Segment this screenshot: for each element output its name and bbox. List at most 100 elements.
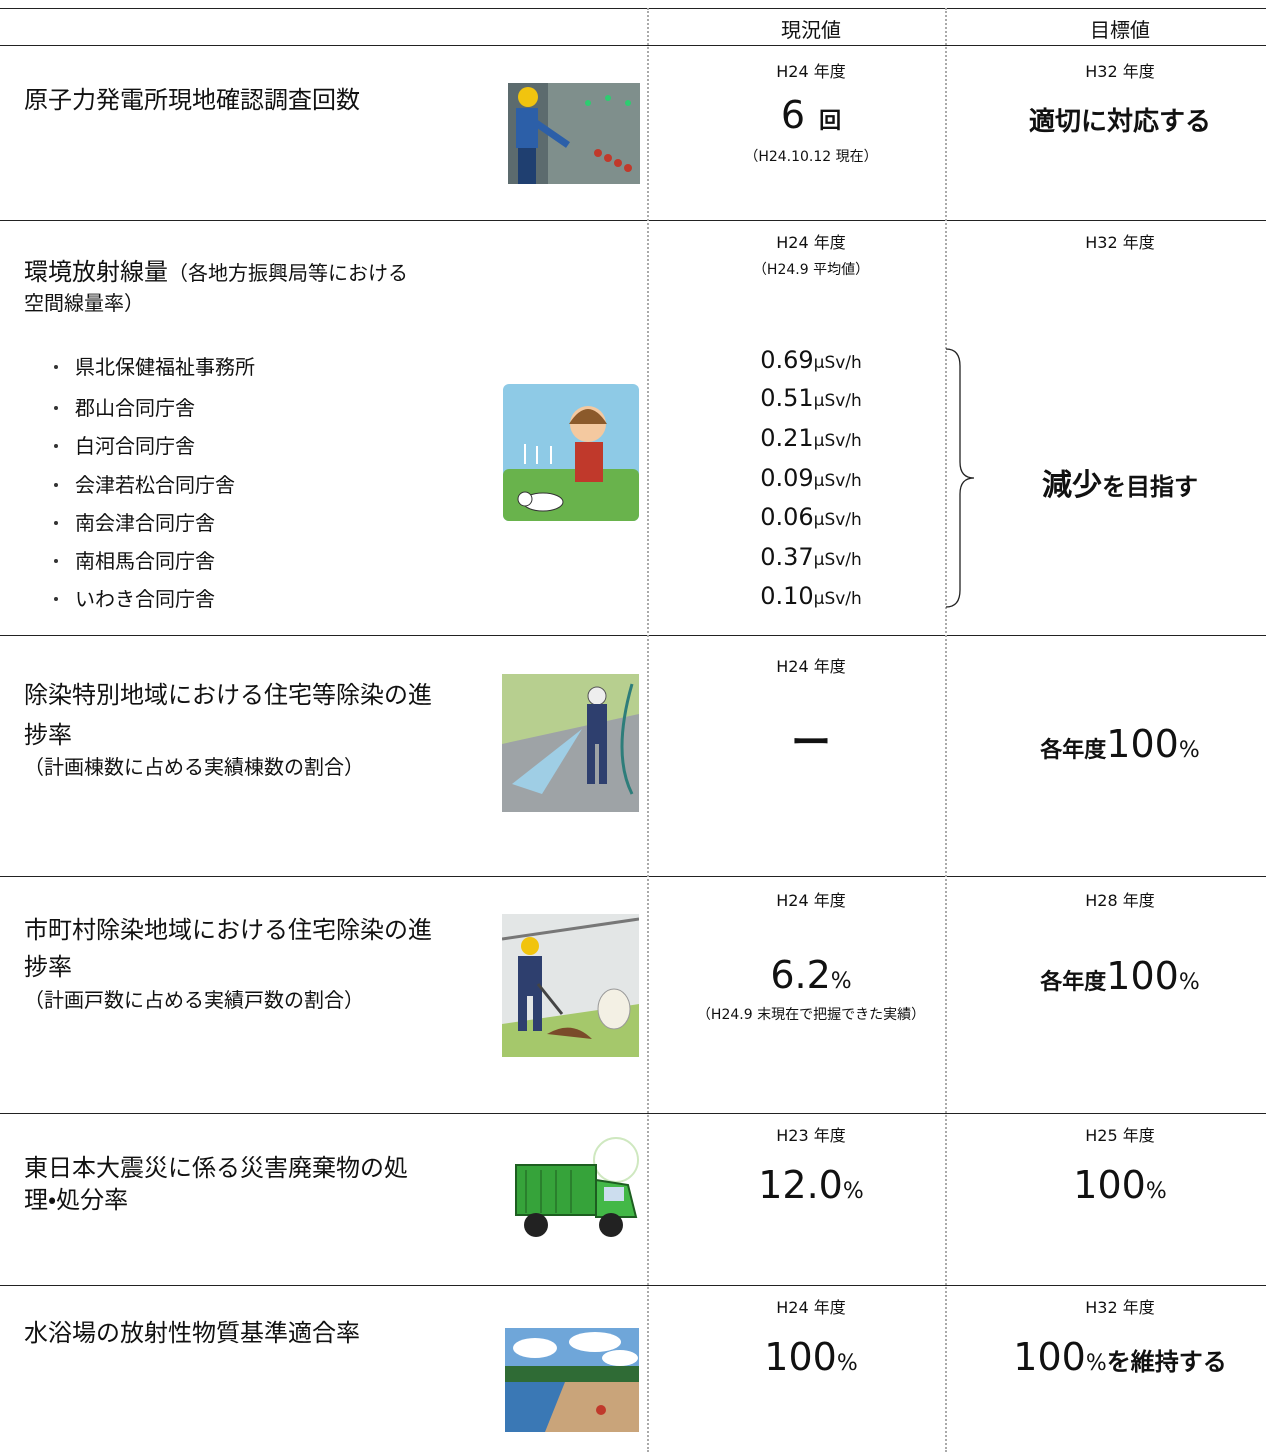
rule (0, 8, 1266, 9)
illustration (502, 674, 639, 812)
value: 0.37 (760, 543, 814, 571)
value: 100 (764, 1335, 837, 1379)
bullet (54, 406, 58, 410)
unit: μSv/h (813, 353, 862, 373)
site-name: 郡山合同庁舎 (75, 396, 195, 420)
column-divider (647, 8, 649, 1452)
year: H28 年度 (1085, 891, 1155, 910)
illustration (508, 83, 640, 184)
site-value: 0.06μSv/h (650, 500, 972, 537)
row-label: 東日本大震災に係る災害廃棄物の処 (24, 1154, 408, 1182)
value: 6 (780, 93, 806, 137)
value: 12.0 (758, 1163, 843, 1207)
current-value: 100% (650, 1333, 972, 1389)
year: H24 年度 (776, 62, 846, 81)
row-label: 環境放射線量（各地方振興局等における (24, 257, 408, 288)
rule (0, 635, 1266, 636)
bullet (54, 521, 58, 525)
brace (945, 348, 975, 608)
site-value: 0.10μSv/h (650, 579, 972, 616)
site-name: 白河合同庁舎 (75, 434, 195, 458)
target-value: 各年度100% (970, 720, 1266, 776)
site-name: いわき合同庁舎 (75, 587, 215, 611)
bullet (54, 444, 58, 448)
row-label: （計画戸数に占める実績戸数の割合） (24, 988, 364, 1012)
site-value: 0.69μSv/h (650, 343, 972, 380)
site-value: 0.51μSv/h (650, 381, 972, 418)
row-label: （計画棟数に占める実績棟数の割合） (24, 755, 364, 779)
site-name: 南相馬合同庁舎 (75, 549, 215, 573)
year: H25 年度 (1085, 1126, 1155, 1145)
value: 0.51 (760, 384, 814, 412)
unit: % (1178, 738, 1200, 763)
year: H32 年度 (1085, 62, 1155, 81)
row-label: 市町村除染地域における住宅除染の進 (24, 916, 432, 944)
year: H23 年度 (776, 1126, 846, 1145)
value: 0.06 (760, 503, 814, 531)
prefix: 各年度 (1040, 738, 1107, 763)
unit: μSv/h (813, 431, 862, 451)
site-value: 0.37μSv/h (650, 540, 972, 577)
rule (0, 45, 1266, 46)
unit: % (842, 1179, 864, 1204)
row-label: 捗率 (24, 953, 72, 981)
unit: % (836, 1351, 858, 1376)
value: 100 (1013, 1335, 1086, 1379)
suffix: を目指す (1102, 473, 1198, 501)
value: 0.09 (760, 464, 814, 492)
unit: μSv/h (813, 471, 862, 491)
rule (0, 220, 1266, 221)
value: 0.69 (760, 346, 814, 374)
target-value: 各年度100% (970, 952, 1266, 1008)
year: H32 年度 (1085, 1298, 1155, 1317)
label-text: 環境放射線量 (24, 258, 168, 286)
prefix: 各年度 (1040, 970, 1107, 995)
current-value: 6.2% (650, 951, 972, 1007)
bullet (54, 365, 58, 369)
unit: % (1145, 1179, 1167, 1204)
value: 100 (1106, 954, 1179, 998)
illustration (503, 384, 639, 521)
year: H24 年度 (776, 891, 846, 910)
header-target: 目標値 (1090, 18, 1150, 42)
unit: μSv/h (813, 589, 862, 609)
target-value: 100% (970, 1161, 1266, 1217)
target-value: 適切に対応する (1028, 107, 1211, 137)
bullet (54, 559, 58, 563)
rule (0, 1285, 1266, 1286)
value: 6.2 (770, 953, 831, 997)
bullet (54, 597, 58, 601)
note: （H24.10.12 現在） (744, 149, 878, 165)
illustration (505, 1328, 639, 1432)
illustration (502, 914, 639, 1057)
row-label: 理・処分率 (24, 1186, 129, 1214)
rule (0, 876, 1266, 877)
row-label: 原子力発電所現地確認調査回数 (24, 86, 360, 114)
unit: μSv/h (813, 391, 862, 411)
value: 100 (1106, 722, 1179, 766)
unit: % (1178, 970, 1200, 995)
value: 100 (1073, 1163, 1146, 1207)
unit: % (830, 969, 852, 994)
unit: μSv/h (813, 550, 862, 570)
label-text: （各地方振興局等における (168, 261, 408, 285)
current-value: ー (791, 720, 831, 766)
site-name: 県北保健福祉事務所 (75, 355, 255, 379)
note: （H24.9 平均値） (752, 262, 870, 278)
target-value: 100%を維持する (960, 1333, 1266, 1389)
column-divider (945, 8, 947, 1452)
year: H24 年度 (776, 233, 846, 252)
target-value: 減少を目指す (970, 460, 1266, 504)
site-value: 0.09μSv/h (650, 461, 972, 498)
year: H24 年度 (776, 657, 846, 676)
year: H32 年度 (1085, 233, 1155, 252)
rule (0, 1113, 1266, 1114)
row-label: 除染特別地域における住宅等除染の進 (24, 681, 432, 709)
bullet (54, 483, 58, 487)
unit: μSv/h (813, 510, 862, 530)
row-label: 捗率 (24, 721, 72, 749)
header-current: 現況値 (781, 18, 841, 42)
site-value: 0.21μSv/h (650, 421, 972, 458)
